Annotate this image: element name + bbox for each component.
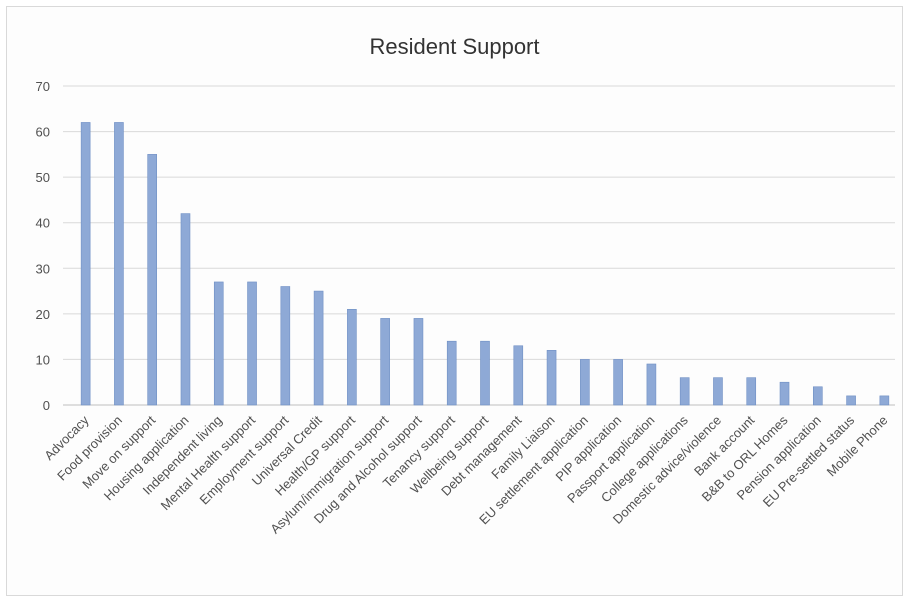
bar — [247, 281, 257, 406]
bar — [213, 281, 224, 406]
y-tick-label: 60 — [36, 125, 50, 140]
bar — [812, 386, 823, 406]
gridlines — [63, 85, 895, 406]
bar — [446, 340, 457, 406]
y-tick-label: 0 — [43, 398, 50, 413]
bar — [779, 381, 790, 406]
bar — [646, 363, 657, 406]
y-tick-label: 30 — [36, 261, 50, 276]
bar — [613, 359, 623, 406]
y-tick-label: 70 — [36, 79, 50, 94]
bar — [580, 359, 590, 406]
bar — [879, 395, 890, 406]
bar — [846, 395, 856, 406]
bars — [80, 122, 890, 406]
chart-title: Resident Support — [369, 34, 540, 59]
bar — [713, 377, 723, 406]
bar — [513, 345, 524, 406]
bar — [147, 154, 157, 406]
bar — [746, 377, 757, 406]
bar — [313, 290, 324, 406]
bar — [413, 318, 424, 406]
bar — [280, 286, 291, 406]
bar — [80, 122, 91, 406]
bar — [114, 122, 124, 406]
bar — [380, 318, 390, 406]
bar — [180, 213, 191, 406]
y-axis: 0 10 20 30 40 50 60 70 — [36, 79, 50, 413]
y-tick-label: 10 — [36, 352, 50, 367]
bar — [480, 340, 490, 406]
bar — [347, 308, 357, 406]
y-tick-label: 50 — [36, 170, 50, 185]
y-tick-label: 40 — [36, 216, 50, 231]
bar — [546, 350, 557, 406]
bar — [679, 377, 690, 406]
y-tick-label: 20 — [36, 307, 50, 322]
